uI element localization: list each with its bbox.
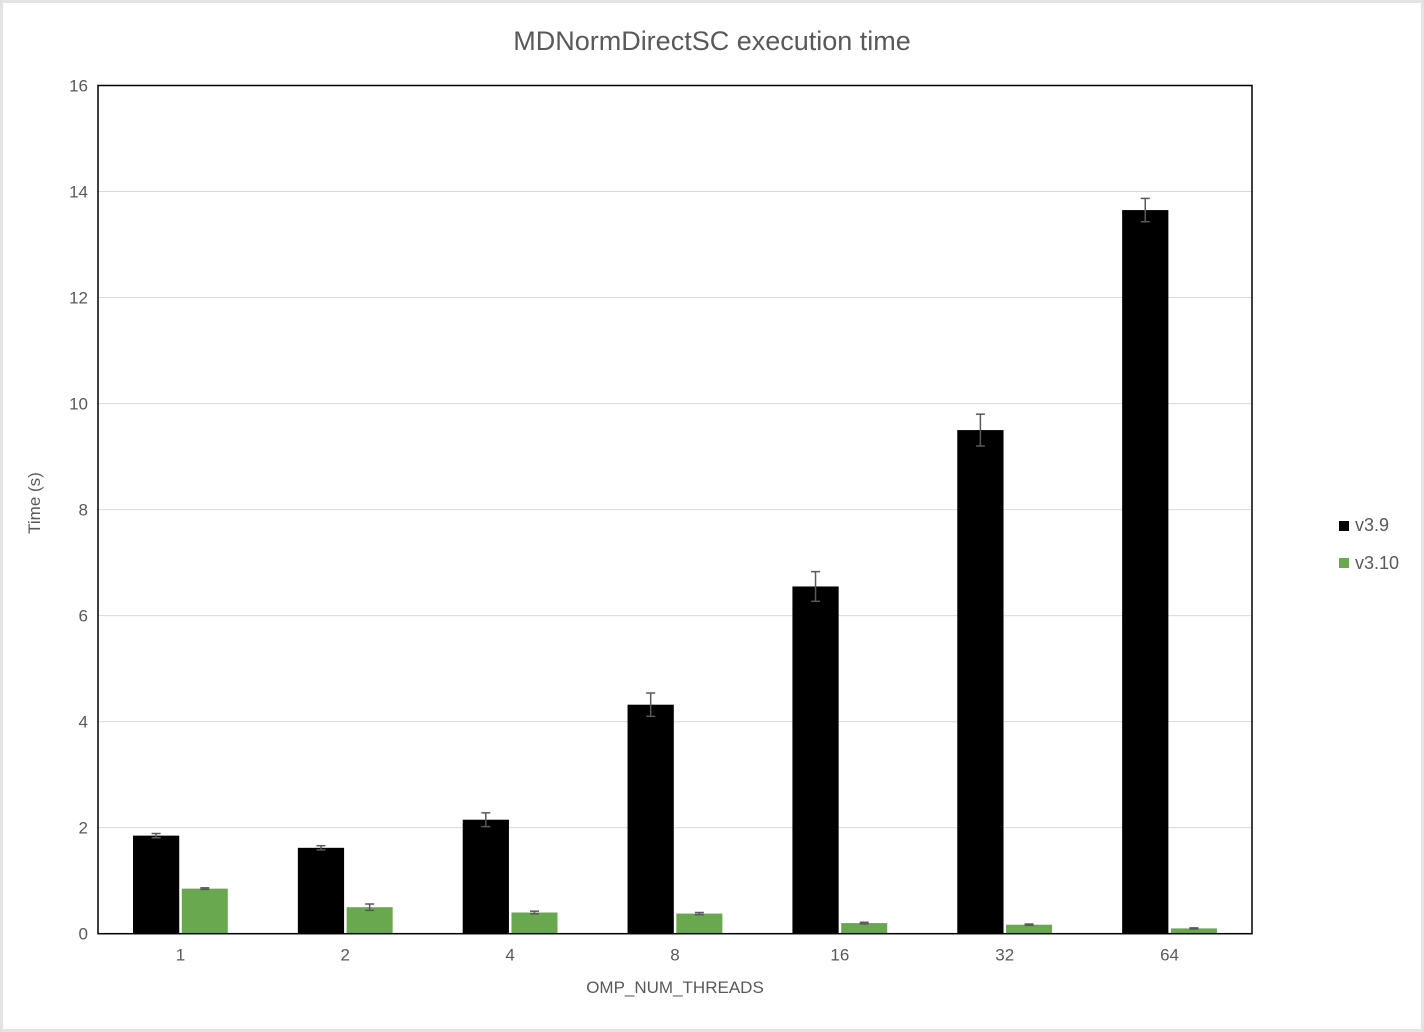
svg-text:1: 1 <box>176 946 185 965</box>
svg-text:12: 12 <box>69 289 88 308</box>
svg-text:8: 8 <box>670 946 679 965</box>
svg-text:4: 4 <box>505 946 514 965</box>
svg-text:2: 2 <box>79 819 88 838</box>
svg-text:6: 6 <box>79 607 88 626</box>
svg-text:64: 64 <box>1160 946 1179 965</box>
svg-text:10: 10 <box>69 395 88 414</box>
svg-text:16: 16 <box>69 77 88 96</box>
svg-text:14: 14 <box>69 183 88 202</box>
svg-text:4: 4 <box>79 713 88 732</box>
svg-text:0: 0 <box>79 925 88 944</box>
svg-text:8: 8 <box>79 501 88 520</box>
svg-text:16: 16 <box>830 946 849 965</box>
svg-text:32: 32 <box>995 946 1014 965</box>
svg-text:2: 2 <box>341 946 350 965</box>
